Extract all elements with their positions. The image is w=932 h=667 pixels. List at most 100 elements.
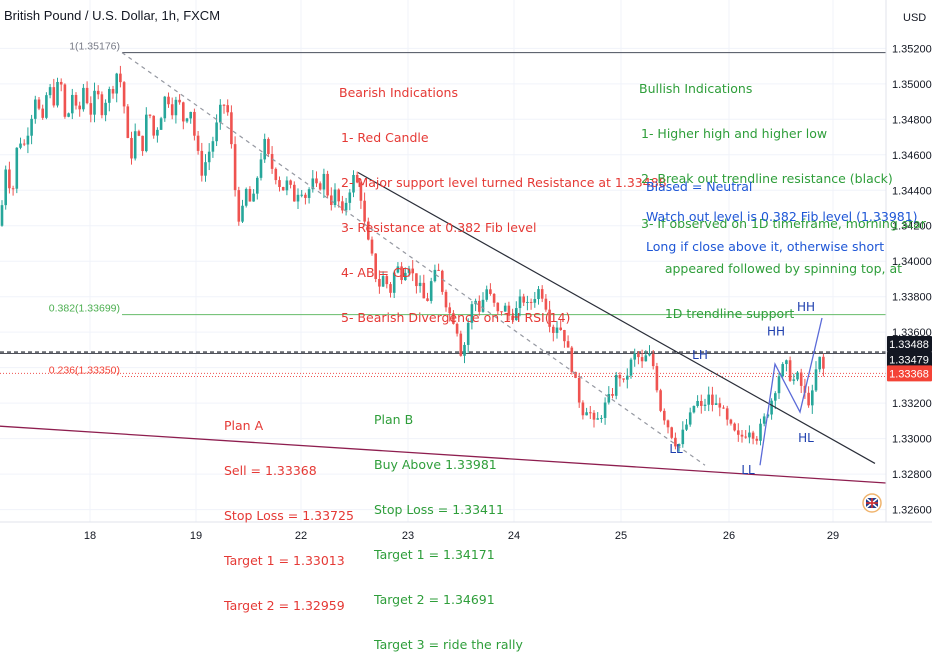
- candle-up-body: [45, 95, 48, 118]
- bullish-item: 1- Higher high and higher low: [641, 126, 828, 141]
- candle-down-body: [315, 178, 318, 184]
- candle-down-body: [570, 347, 574, 372]
- candle-down-body: [152, 115, 155, 136]
- candle-down-body: [122, 82, 126, 107]
- bias-long-condition: Long if close above it, otherwise short: [646, 239, 885, 254]
- candle-up-body: [418, 282, 422, 287]
- candle-up-body: [600, 417, 603, 419]
- candle-down-body: [589, 412, 592, 414]
- candle-up-body: [696, 400, 699, 406]
- plan-a-line: Sell = 1.33368: [224, 463, 317, 478]
- candle-up-body: [211, 141, 215, 152]
- candle-down-body: [755, 438, 759, 441]
- candle-down-body: [540, 289, 544, 299]
- candle-up-body: [82, 87, 85, 110]
- bearish-item: 1- Red Candle: [341, 130, 429, 145]
- candle-up-body: [108, 89, 111, 103]
- candle-up-body: [392, 272, 396, 293]
- candle-up-body: [537, 289, 540, 300]
- candle-down-body: [529, 301, 533, 303]
- bearish-item: 3- Resistance at 0.382 Fib level: [341, 220, 537, 235]
- candle-up-body: [48, 87, 52, 96]
- candle-down-body: [670, 427, 673, 438]
- candle-down-body: [426, 298, 429, 301]
- candle-up-body: [633, 353, 636, 360]
- time-tick-label: 29: [827, 530, 839, 542]
- candle-down-body: [281, 187, 285, 191]
- candle-up-body: [685, 424, 688, 430]
- candle-down-body: [363, 200, 366, 222]
- candle-up-body: [485, 289, 488, 300]
- candle-up-body: [774, 393, 777, 401]
- candle-down-body: [566, 341, 570, 348]
- candle-up-body: [259, 159, 263, 178]
- pattern-zigzag: [759, 317, 823, 466]
- time-tick-label: 22: [295, 530, 307, 542]
- candle-up-body: [463, 344, 466, 356]
- plan-b-line: Buy Above 1.33981: [374, 457, 497, 472]
- candle-up-body: [429, 281, 433, 301]
- trendline-resistance: [357, 172, 876, 464]
- candle-up-body: [207, 151, 211, 163]
- candle-down-body: [411, 268, 414, 274]
- candle-up-body: [300, 194, 303, 196]
- price-chart[interactable]: 1(1.35176) 0.382(1.33699) 0.236(1.33350) 1…: [0, 0, 932, 550]
- plan-b-title: Plan B: [374, 412, 414, 427]
- candle-down-body: [725, 408, 729, 420]
- candle-up-body: [352, 174, 355, 193]
- candle-up-body: [244, 188, 248, 206]
- candle-down-body: [666, 420, 670, 428]
- price-tick-label: 1.34600: [892, 150, 932, 162]
- price-label-text: 1.33479: [889, 355, 929, 367]
- candle-down-body: [385, 276, 389, 285]
- candle-down-body: [444, 291, 448, 308]
- candle-down-body: [511, 315, 514, 321]
- candle-down-body: [230, 112, 233, 145]
- time-axis[interactable]: 18 19 22 23 24 25 26 29: [84, 530, 839, 542]
- candle-down-body: [37, 99, 41, 109]
- candle-down-body: [659, 390, 662, 411]
- fib-level-label: 0.382(1.33699): [49, 303, 120, 315]
- pattern-label: LL: [741, 463, 755, 477]
- candle-down-body: [182, 102, 185, 122]
- candle-down-body: [96, 90, 100, 95]
- candle-up-body: [814, 369, 818, 391]
- time-tick-label: 26: [723, 530, 735, 542]
- candle-down-body: [200, 150, 204, 176]
- candle-up-body: [322, 173, 326, 190]
- candle-up-body: [26, 135, 30, 145]
- candle-down-body: [559, 327, 562, 331]
- candle-up-body: [796, 372, 799, 380]
- bullish-item: 2- Break out trendline resistance (black…: [641, 171, 893, 186]
- price-tick-label: 1.32800: [892, 469, 932, 481]
- candle-up-body: [781, 364, 784, 377]
- candle-up-body: [681, 429, 685, 445]
- price-tick-label: 1.35200: [892, 43, 932, 55]
- price-label-tag: [887, 365, 932, 382]
- pattern-label: LH: [692, 348, 708, 362]
- candle-down-body: [248, 188, 252, 202]
- candle-up-body: [333, 189, 337, 206]
- candle-up-body: [93, 90, 96, 115]
- pattern-labels: LH HH HH HL LL LL: [669, 300, 815, 477]
- candle-up-body: [133, 131, 137, 159]
- candle-down-body: [640, 357, 644, 362]
- candle-down-body: [270, 153, 274, 169]
- candle-down-body: [78, 105, 81, 110]
- candle-down-body: [8, 169, 11, 189]
- candle-up-body: [470, 304, 474, 323]
- candle-up-body: [71, 94, 74, 114]
- candle-up-body: [307, 189, 311, 198]
- price-tick-label: 1.33000: [892, 434, 932, 446]
- bias-watch-level: Watch out level is 0.382 Fib level (1.33…: [646, 209, 918, 224]
- candle-down-body: [733, 423, 736, 431]
- candle-up-body: [526, 301, 529, 303]
- plan-a-line: Stop Loss = 1.33725: [224, 508, 354, 523]
- fib-level-label: 1(1.35176): [69, 41, 120, 53]
- candle-up-body: [692, 405, 696, 413]
- candle-up-body: [296, 194, 300, 202]
- candle-up-body: [285, 180, 289, 191]
- candle-up-body: [811, 390, 814, 406]
- plan-a-title: Plan A: [224, 418, 264, 433]
